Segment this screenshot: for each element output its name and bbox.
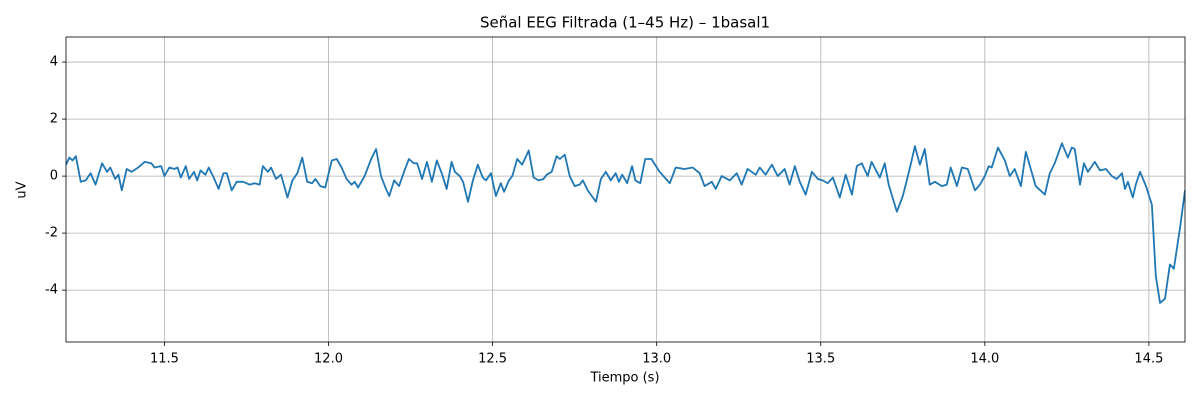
x-tick-label: 13.0 xyxy=(642,352,671,367)
x-tick-label: 12.0 xyxy=(314,352,343,367)
y-tick-label: -2 xyxy=(45,226,58,241)
x-axis-label: Tiempo (s) xyxy=(589,371,659,386)
x-tick-label: 14.0 xyxy=(970,352,999,367)
signal-line xyxy=(66,142,1185,304)
y-axis-label: uV xyxy=(15,181,30,198)
x-tick-label: 11.5 xyxy=(150,352,179,367)
chart-title: Señal EEG Filtrada (1–45 Hz) – 1basal1 xyxy=(480,14,770,32)
y-tick-label: 0 xyxy=(50,169,58,184)
x-tick-label: 14.5 xyxy=(1134,352,1163,367)
y-tick-label: -4 xyxy=(45,283,58,298)
y-tick-label: 4 xyxy=(50,55,58,70)
x-tick-label: 12.5 xyxy=(478,352,507,367)
plot-frame xyxy=(65,36,1186,343)
y-tick-label: 2 xyxy=(50,112,58,127)
x-tick-label: 13.5 xyxy=(806,352,835,367)
